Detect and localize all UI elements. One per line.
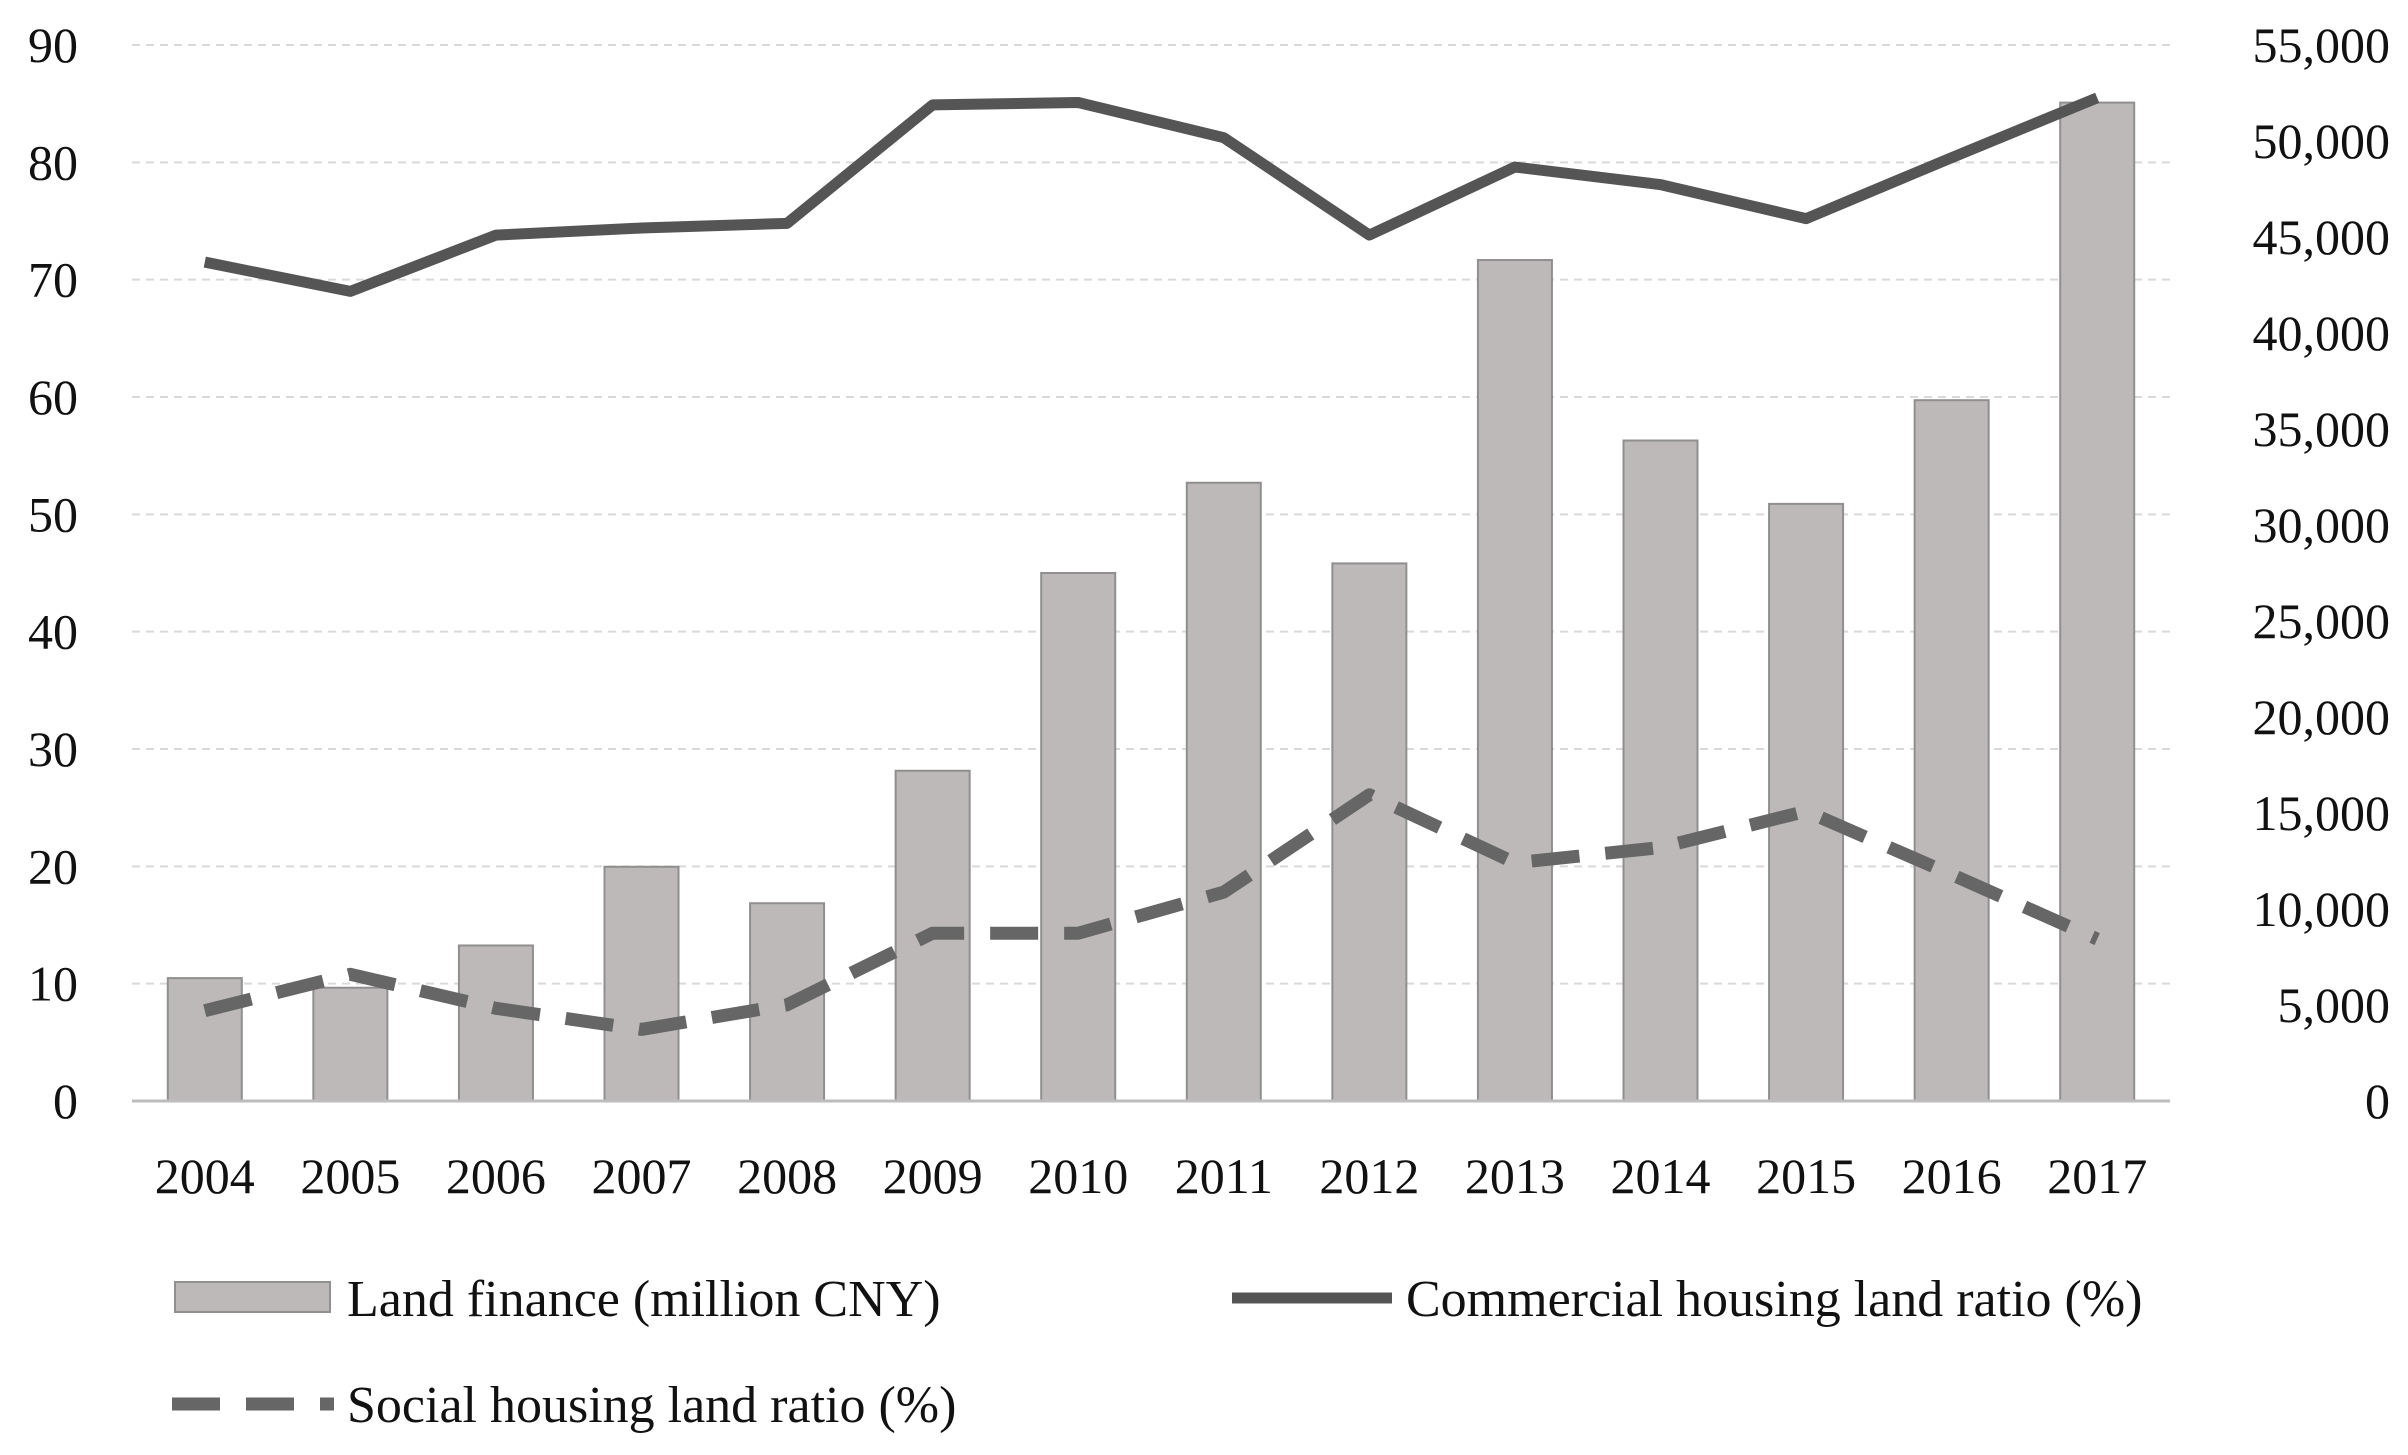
bar-land-finance-2017 bbox=[2059, 101, 2136, 1103]
bar-land-finance-2013 bbox=[1476, 259, 1553, 1103]
left-tick-label: 90 bbox=[28, 17, 78, 73]
legend-item-social-housing: Social housing land ratio (%) bbox=[172, 1377, 956, 1434]
legend: Land finance (million CNY) Commercial ho… bbox=[172, 1271, 2142, 1434]
x-tick-label-2015: 2015 bbox=[1756, 1148, 1856, 1204]
line-social-housing-land-ratio bbox=[203, 788, 2100, 1036]
left-tick-label: 20 bbox=[28, 838, 78, 894]
gridlines bbox=[132, 44, 2170, 985]
bar-land-finance-2010 bbox=[1040, 572, 1117, 1102]
right-tick-label: 55,000 bbox=[2253, 17, 2391, 73]
left-tick-label: 0 bbox=[53, 1073, 78, 1129]
x-tick-label-2008: 2008 bbox=[737, 1148, 837, 1204]
left-tick-label: 30 bbox=[28, 721, 78, 777]
line-series bbox=[203, 92, 2100, 1036]
right-tick-label: 40,000 bbox=[2253, 305, 2391, 361]
right-y-axis: 0 5,000 10,000 15,000 20,000 25,000 30,000 35,0… bbox=[2253, 17, 2391, 1129]
x-tick-label-2014: 2014 bbox=[1611, 1148, 1711, 1204]
right-tick-label: 35,000 bbox=[2253, 401, 2391, 457]
bar-land-finance-2007 bbox=[603, 865, 680, 1103]
bar-land-finance-2006 bbox=[457, 944, 534, 1102]
legend-label-commercial-housing: Commercial housing land ratio (%) bbox=[1406, 1271, 2142, 1328]
legend-swatch-land-finance bbox=[174, 1281, 331, 1313]
left-y-axis: 0 10 20 30 40 50 60 70 80 90 bbox=[28, 17, 78, 1129]
right-tick-label: 25,000 bbox=[2253, 593, 2391, 649]
x-tick-label-2006: 2006 bbox=[446, 1148, 546, 1204]
right-tick-label: 50,000 bbox=[2253, 113, 2391, 169]
right-tick-label: 30,000 bbox=[2253, 497, 2391, 553]
bar-land-finance-2011 bbox=[1185, 481, 1262, 1102]
left-tick-label: 40 bbox=[28, 604, 78, 660]
x-tick-label-2004: 2004 bbox=[155, 1148, 255, 1204]
bar-land-finance-2005 bbox=[312, 986, 389, 1102]
bar-land-finance-2012 bbox=[1331, 562, 1408, 1102]
bar-land-finance-2016 bbox=[1913, 399, 1990, 1102]
bar-series-land-finance bbox=[166, 101, 2136, 1103]
x-tick-label-2013: 2013 bbox=[1465, 1148, 1565, 1204]
legend-item-commercial-housing: Commercial housing land ratio (%) bbox=[1232, 1271, 2142, 1328]
left-tick-label: 50 bbox=[28, 486, 78, 542]
left-tick-label: 60 bbox=[28, 369, 78, 425]
left-tick-label: 10 bbox=[28, 956, 78, 1012]
x-tick-label-2010: 2010 bbox=[1028, 1148, 1128, 1204]
legend-label-land-finance: Land finance (million CNY) bbox=[347, 1271, 941, 1328]
bar-land-finance-2004 bbox=[166, 977, 243, 1102]
bar-land-finance-2015 bbox=[1768, 502, 1845, 1102]
x-tick-label-2005: 2005 bbox=[300, 1148, 400, 1204]
right-tick-label: 45,000 bbox=[2253, 209, 2391, 265]
left-tick-label: 80 bbox=[28, 134, 78, 190]
left-tick-label: 70 bbox=[28, 252, 78, 308]
right-tick-label: 20,000 bbox=[2253, 689, 2391, 745]
bar-land-finance-2014 bbox=[1622, 439, 1699, 1102]
right-tick-label: 15,000 bbox=[2253, 785, 2391, 841]
x-tick-label-2011: 2011 bbox=[1175, 1148, 1273, 1204]
line-commercial-housing-land-ratio bbox=[203, 92, 2100, 297]
right-tick-label: 5,000 bbox=[2278, 977, 2391, 1033]
legend-label-social-housing: Social housing land ratio (%) bbox=[347, 1377, 956, 1434]
right-tick-label: 0 bbox=[2365, 1073, 2390, 1129]
x-tick-label-2007: 2007 bbox=[592, 1148, 692, 1204]
legend-item-land-finance: Land finance (million CNY) bbox=[174, 1271, 941, 1328]
x-tick-label-2012: 2012 bbox=[1319, 1148, 1419, 1204]
x-axis-labels: 2004 2005 2006 2007 2008 2009 2010 2011 2012 2013… bbox=[155, 1148, 2147, 1204]
x-tick-label-2017: 2017 bbox=[2047, 1148, 2147, 1204]
right-tick-label: 10,000 bbox=[2253, 881, 2391, 937]
x-tick-label-2016: 2016 bbox=[1902, 1148, 2002, 1204]
x-tick-label-2009: 2009 bbox=[883, 1148, 983, 1204]
